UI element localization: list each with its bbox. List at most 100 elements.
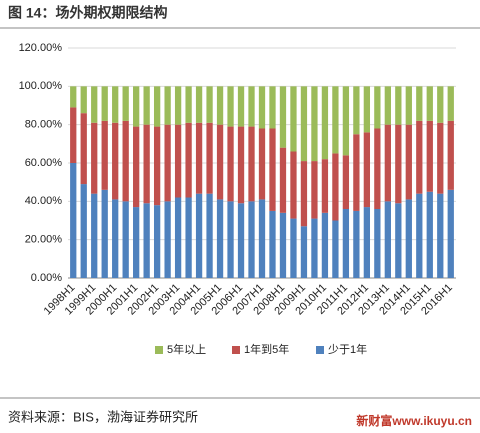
bar-segment [311, 161, 318, 219]
bar-segment [342, 209, 350, 278]
bar-segment [112, 86, 119, 123]
bar-segment [153, 205, 161, 278]
bar-segment [269, 86, 276, 129]
bar-segment [374, 209, 381, 278]
bar-segment [395, 203, 402, 278]
bar-segment [269, 128, 276, 211]
bar-segment [122, 201, 129, 278]
y-tick-label: 40.00% [25, 195, 63, 207]
legend-swatch [232, 346, 240, 354]
bar-segment [101, 86, 108, 121]
bar-segment [332, 220, 339, 278]
bar-segment [363, 132, 371, 208]
bar-segment [91, 86, 98, 123]
bar-segment [70, 107, 77, 163]
bar-segment [353, 86, 360, 135]
bar-segment [258, 199, 266, 278]
bar-segment [101, 120, 108, 190]
bar-segment [237, 203, 245, 278]
bar-segment [363, 86, 371, 133]
bar-segment [91, 193, 98, 278]
bar-segment [384, 124, 391, 202]
bar-segment [416, 86, 423, 121]
bar-segment [143, 124, 150, 204]
bar-segment [437, 193, 444, 278]
bar-segment [112, 199, 119, 278]
bar-segment [311, 86, 318, 162]
bar-segment [133, 86, 140, 127]
bar-segment [311, 218, 318, 278]
bar-segment [342, 155, 350, 209]
y-tick-label: 60.00% [25, 157, 63, 169]
bar-segment [353, 210, 360, 278]
legend-label: 1年到5年 [244, 342, 289, 356]
y-tick-label: 80.00% [25, 119, 63, 131]
bar-segment [153, 86, 161, 127]
bar-segment [185, 86, 192, 123]
bar-segment [91, 122, 98, 194]
bar-segment [195, 122, 203, 194]
bar-segment [122, 86, 129, 121]
bar-segment [332, 153, 339, 221]
bar-segment [384, 86, 391, 125]
bar-segment [216, 199, 224, 278]
bar-segment [447, 120, 454, 190]
bar-segment [426, 120, 433, 192]
bar-segment [185, 122, 192, 198]
bar-segment [164, 201, 171, 278]
bar-segment [206, 122, 213, 194]
bar-segment [206, 193, 213, 278]
bar-segment [405, 124, 412, 200]
bar-segment [416, 193, 423, 278]
bar-segment [248, 201, 255, 278]
y-tick-label: 100.00% [19, 80, 63, 92]
bar-segment [300, 86, 308, 162]
bar-segment [227, 201, 234, 278]
source: 资料来源：BIS，渤海证券研究所 [8, 409, 198, 424]
bar-segment [101, 189, 108, 278]
legend-swatch [316, 346, 324, 354]
bar-segment [447, 86, 454, 121]
bar-segment [395, 86, 402, 125]
bar-segment [80, 86, 87, 114]
bar-segment [227, 126, 234, 202]
y-tick-label: 0.00% [31, 272, 62, 284]
watermark: 新财富www.ikuyu.cn [356, 413, 472, 428]
bar-segment [290, 151, 297, 219]
legend-label: 少于1年 [328, 342, 367, 356]
legend-swatch [155, 346, 163, 354]
bar-segment [80, 184, 87, 278]
bar-segment [353, 134, 360, 211]
y-tick-label: 20.00% [25, 234, 63, 246]
bar-segment [248, 86, 255, 127]
bar-segment [395, 124, 402, 204]
bar-segment [300, 226, 308, 278]
bar-segment [80, 113, 87, 185]
bar-segment [227, 86, 234, 127]
bar-segment [174, 197, 182, 278]
bar-segment [153, 126, 161, 206]
bar-segment [416, 120, 423, 194]
bar-segment [122, 120, 129, 202]
bar-segment [185, 197, 192, 278]
bar-segment [112, 122, 119, 200]
bar-segment [269, 210, 276, 278]
bar-segment [143, 86, 150, 125]
bar-segment [290, 218, 297, 278]
bar-segment [237, 86, 245, 127]
bar-segment [206, 86, 213, 123]
bar-segment [342, 86, 350, 156]
bar-segment [237, 126, 245, 204]
bar-segment [164, 86, 171, 125]
bar-segment [70, 86, 77, 108]
bar-segment [332, 86, 339, 154]
bar-segment [258, 128, 266, 200]
bar-segment [279, 86, 287, 148]
bar-segment [300, 161, 308, 227]
bar-segment [437, 122, 444, 194]
bar-segment [290, 86, 297, 152]
bar-segment [447, 189, 454, 278]
bar-segment [195, 86, 203, 123]
bar-segment [321, 86, 329, 160]
